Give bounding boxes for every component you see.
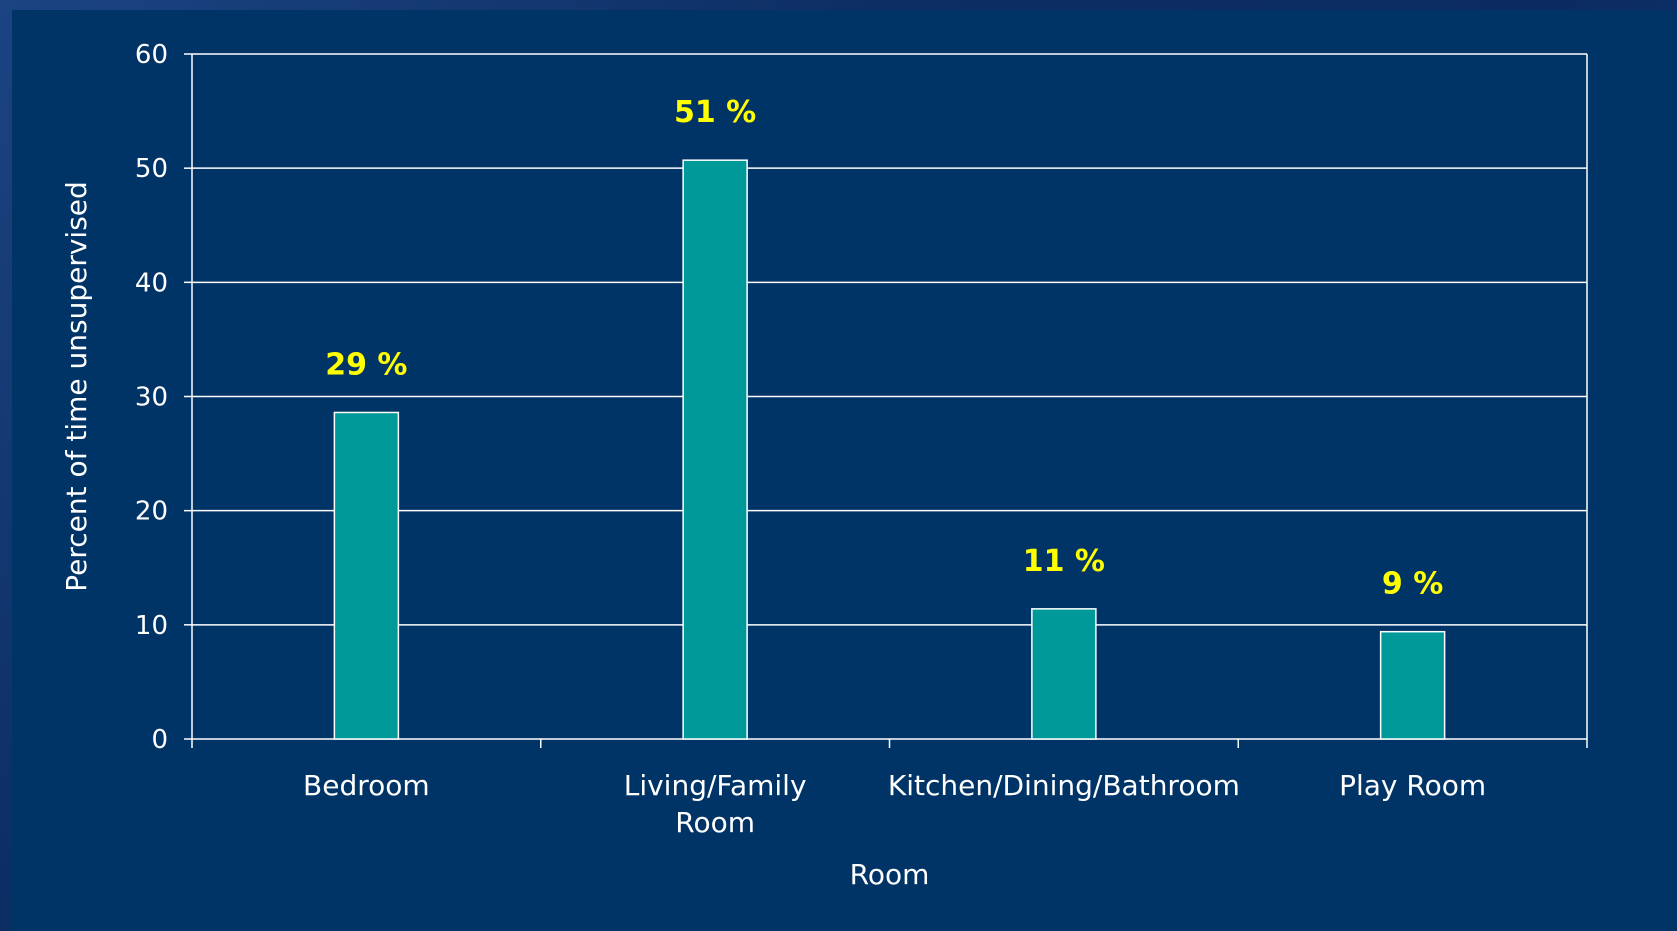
bar	[333, 411, 400, 740]
y-tick-label: 50	[135, 154, 168, 184]
axes	[184, 53, 1588, 748]
axis-labels: 0 10 20 30 40 50 60 Bedroom Living/Family Room Kit…	[135, 40, 1486, 839]
x-category-label-line: Bedroom	[303, 769, 430, 802]
x-category-label: Kitchen/Dining/Bathroom	[888, 769, 1240, 802]
data-label: 11 %	[1023, 544, 1105, 579]
x-category-label-line: Play Room	[1339, 769, 1486, 802]
y-tick-label: 60	[135, 40, 168, 70]
y-tick-label: 10	[135, 611, 168, 641]
y-tick-label: 20	[135, 497, 168, 527]
data-labels: 29 % 51 % 11 % 9 %	[325, 95, 1443, 602]
bars	[333, 159, 1446, 740]
chart-panel	[12, 10, 1677, 931]
x-category-label-line: Room	[675, 806, 755, 839]
data-label: 51 %	[674, 95, 756, 130]
x-category-label: Play Room	[1339, 769, 1486, 802]
gridlines	[192, 53, 1587, 626]
x-category-label-line: Kitchen/Dining/Bathroom	[888, 769, 1240, 802]
bar	[1379, 630, 1446, 740]
y-tick-label: 30	[135, 383, 168, 413]
y-tick-label: 40	[135, 268, 168, 298]
y-tick-label: 0	[151, 725, 168, 755]
data-label: 29 %	[325, 347, 407, 382]
x-category-label: Living/Family Room	[624, 769, 807, 839]
bar	[682, 159, 748, 740]
x-axis-title: Room	[850, 858, 930, 891]
bar	[1031, 608, 1097, 740]
y-axis-title: Percent of time unsupervised	[60, 181, 93, 592]
x-category-label-line: Living/Family	[624, 769, 807, 802]
x-category-label: Bedroom	[303, 769, 430, 802]
data-label: 9 %	[1382, 567, 1443, 602]
